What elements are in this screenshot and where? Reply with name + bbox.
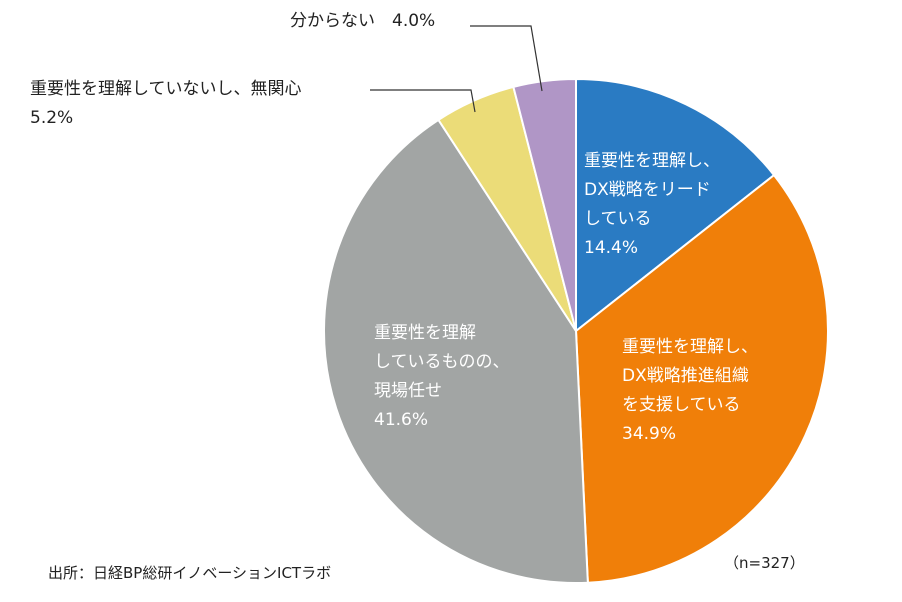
sample-size: （n=327）: [724, 554, 805, 572]
slice-label-4: 重要性を理解していないし、無関心 5.2%: [30, 79, 302, 128]
slice-label-3: 重要性を理解しているものの、現場任せ 41.6%: [374, 323, 510, 430]
pie-slice-3: [322, 118, 589, 584]
slice-label-1: 重要性を理解し、 DX戦略をリードしている 14.4%: [584, 151, 720, 258]
pie-slice-1: [575, 77, 776, 334]
leader-line-4: [370, 89, 476, 113]
slice-label-2: 重要性を理解し、 DX戦略推進組織を支援している 34.9%: [622, 337, 758, 444]
pie-slice-2: [574, 173, 829, 584]
slice-label-5: 分からない 4.0%: [290, 11, 435, 31]
pie-slice-5: [512, 77, 577, 332]
leader-line-5: [470, 25, 543, 92]
source-note: 出所：日経BP総研イノベーションICTラボ: [48, 564, 332, 582]
